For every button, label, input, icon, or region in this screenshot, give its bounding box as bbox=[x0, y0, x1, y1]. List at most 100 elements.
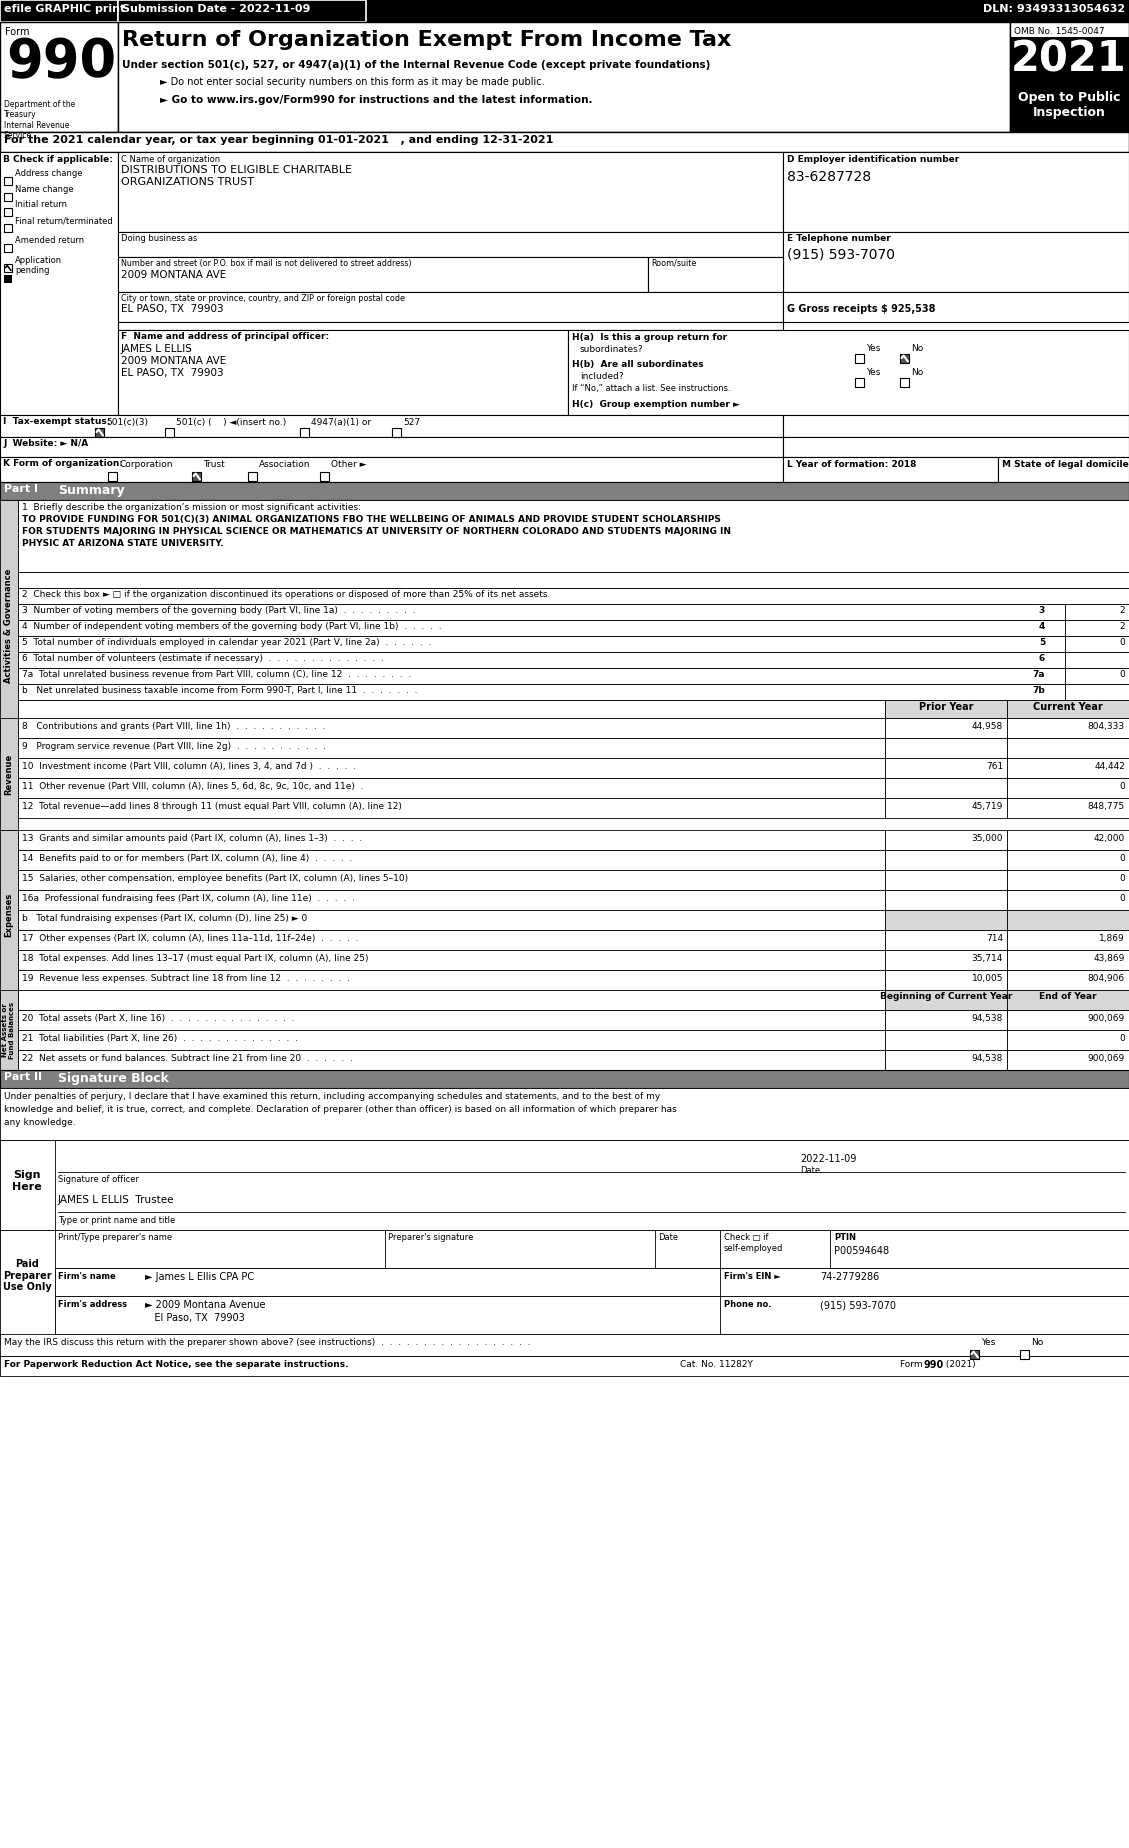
Text: D Employer identification number: D Employer identification number bbox=[787, 155, 960, 164]
Text: B Check if applicable:: B Check if applicable: bbox=[3, 155, 113, 164]
Bar bbox=[0, 1088, 1129, 1140]
Bar bbox=[1007, 909, 1129, 930]
Bar bbox=[0, 0, 119, 22]
Text: 22  Net assets or fund balances. Subtract line 21 from line 20  .  .  .  .  .  .: 22 Net assets or fund balances. Subtract… bbox=[21, 1053, 353, 1063]
Bar bbox=[784, 152, 1129, 233]
Text: 2021: 2021 bbox=[1012, 39, 1127, 81]
Text: any knowledge.: any knowledge. bbox=[5, 1118, 76, 1127]
Text: (2021): (2021) bbox=[943, 1360, 975, 1369]
Bar bbox=[0, 1231, 55, 1343]
Text: Date: Date bbox=[658, 1233, 679, 1242]
Text: City or town, state or province, country, and ZIP or foreign postal code: City or town, state or province, country… bbox=[121, 294, 405, 303]
Text: Current Year: Current Year bbox=[1033, 702, 1103, 711]
Text: 0: 0 bbox=[1119, 638, 1124, 647]
Bar bbox=[0, 501, 18, 752]
Text: For the 2021 calendar year, or tax year beginning 01-01-2021   , and ending 12-3: For the 2021 calendar year, or tax year … bbox=[5, 135, 553, 144]
Text: M State of legal domicile: TX: M State of legal domicile: TX bbox=[1003, 460, 1129, 469]
Text: (915) 593-7070: (915) 593-7070 bbox=[787, 248, 895, 262]
Text: 35,714: 35,714 bbox=[972, 954, 1003, 963]
Text: Print/Type preparer's name: Print/Type preparer's name bbox=[58, 1233, 172, 1242]
Bar bbox=[1007, 1029, 1129, 1050]
Text: 5  Total number of individuals employed in calendar year 2021 (Part V, line 2a) : 5 Total number of individuals employed i… bbox=[21, 638, 431, 647]
Bar bbox=[18, 1050, 885, 1070]
Text: No: No bbox=[1031, 1338, 1043, 1347]
Text: Department of the
Treasury
Internal Revenue
Service: Department of the Treasury Internal Reve… bbox=[5, 100, 76, 140]
Bar bbox=[855, 379, 864, 386]
Bar bbox=[18, 1029, 885, 1050]
Text: 42,000: 42,000 bbox=[1094, 833, 1124, 843]
Bar bbox=[998, 456, 1129, 482]
Bar bbox=[5, 264, 12, 272]
Bar bbox=[1007, 1011, 1129, 1029]
Bar bbox=[1007, 950, 1129, 970]
Text: 900,069: 900,069 bbox=[1087, 1015, 1124, 1024]
Text: Prior Year: Prior Year bbox=[919, 702, 973, 711]
Text: ► 2009 Montana Avenue: ► 2009 Montana Avenue bbox=[145, 1299, 265, 1310]
Bar bbox=[1007, 737, 1129, 758]
Text: Association: Association bbox=[259, 460, 310, 469]
Bar bbox=[885, 737, 1007, 758]
Text: 0: 0 bbox=[1119, 874, 1124, 883]
Bar bbox=[18, 667, 1065, 684]
Text: Under penalties of perjury, I declare that I have examined this return, includin: Under penalties of perjury, I declare th… bbox=[5, 1092, 660, 1101]
Text: 94,538: 94,538 bbox=[972, 1015, 1003, 1024]
Bar bbox=[0, 1140, 55, 1231]
Text: 15  Salaries, other compensation, employee benefits (Part IX, column (A), lines : 15 Salaries, other compensation, employe… bbox=[21, 874, 408, 883]
Text: 1  Briefly describe the organization’s mission or most significant activities:: 1 Briefly describe the organization’s mi… bbox=[21, 503, 361, 512]
Text: 45,719: 45,719 bbox=[972, 802, 1003, 811]
Bar bbox=[0, 456, 784, 482]
Text: 74-2779286: 74-2779286 bbox=[820, 1271, 879, 1283]
Bar bbox=[0, 719, 18, 830]
Bar bbox=[18, 636, 1065, 652]
Bar bbox=[119, 257, 648, 292]
Bar bbox=[18, 588, 1129, 604]
Bar bbox=[300, 429, 309, 436]
Text: Name change: Name change bbox=[15, 185, 73, 194]
Bar bbox=[1065, 604, 1129, 619]
Text: Sign
Here: Sign Here bbox=[12, 1170, 42, 1192]
Bar bbox=[855, 355, 864, 362]
Text: Amended return: Amended return bbox=[15, 237, 85, 246]
Bar bbox=[1007, 930, 1129, 950]
Text: subordinates?: subordinates? bbox=[580, 346, 644, 355]
Text: self-employed: self-employed bbox=[724, 1244, 784, 1253]
Text: OMB No. 1545-0047: OMB No. 1545-0047 bbox=[1014, 28, 1104, 35]
Text: PTIN: PTIN bbox=[834, 1233, 856, 1242]
Text: Return of Organization Exempt From Income Tax: Return of Organization Exempt From Incom… bbox=[122, 30, 732, 50]
Bar bbox=[1007, 891, 1129, 909]
Text: Yes: Yes bbox=[981, 1338, 996, 1347]
Bar bbox=[18, 737, 885, 758]
Text: JAMES L ELLIS  Trustee: JAMES L ELLIS Trustee bbox=[58, 1196, 175, 1205]
Text: Part I: Part I bbox=[5, 484, 38, 493]
Text: 10  Investment income (Part VIII, column (A), lines 3, 4, and 7d )  .  .  .  .  : 10 Investment income (Part VIII, column … bbox=[21, 761, 356, 771]
Text: 0: 0 bbox=[1119, 894, 1124, 904]
Text: 9   Program service revenue (Part VIII, line 2g)  .  .  .  .  .  .  .  .  .  .  : 9 Program service revenue (Part VIII, li… bbox=[21, 743, 326, 750]
Text: DISTRIBUTIONS TO ELIGIBLE CHARITABLE: DISTRIBUTIONS TO ELIGIBLE CHARITABLE bbox=[121, 164, 352, 176]
Bar bbox=[1007, 870, 1129, 891]
Bar bbox=[0, 436, 784, 456]
Text: 0: 0 bbox=[1119, 671, 1124, 678]
Bar bbox=[5, 224, 12, 233]
Bar bbox=[885, 719, 1007, 737]
Text: Cat. No. 11282Y: Cat. No. 11282Y bbox=[680, 1360, 753, 1369]
Text: 2  Check this box ► □ if the organization discontinued its operations or dispose: 2 Check this box ► □ if the organization… bbox=[21, 590, 550, 599]
Bar bbox=[248, 471, 257, 480]
Text: 1,869: 1,869 bbox=[1100, 933, 1124, 942]
Text: Revenue: Revenue bbox=[5, 754, 14, 795]
Text: Initial return: Initial return bbox=[15, 200, 67, 209]
Bar bbox=[1007, 719, 1129, 737]
Text: 43,869: 43,869 bbox=[1094, 954, 1124, 963]
Text: 13  Grants and similar amounts paid (Part IX, column (A), lines 1–3)  .  .  .  .: 13 Grants and similar amounts paid (Part… bbox=[21, 833, 362, 843]
Text: 2: 2 bbox=[1119, 606, 1124, 615]
Text: Net Assets or
Fund Balances: Net Assets or Fund Balances bbox=[2, 1002, 16, 1059]
Bar bbox=[119, 22, 1010, 131]
Text: H(c)  Group exemption number ►: H(c) Group exemption number ► bbox=[572, 399, 739, 408]
Bar bbox=[784, 456, 998, 482]
Bar bbox=[885, 758, 1007, 778]
Text: Preparer's signature: Preparer's signature bbox=[388, 1233, 473, 1242]
Text: 900,069: 900,069 bbox=[1087, 1053, 1124, 1063]
Bar bbox=[55, 1268, 1129, 1295]
Text: L Year of formation: 2018: L Year of formation: 2018 bbox=[787, 460, 917, 469]
Text: Address change: Address change bbox=[15, 168, 82, 177]
Text: Firm's name: Firm's name bbox=[58, 1271, 116, 1281]
